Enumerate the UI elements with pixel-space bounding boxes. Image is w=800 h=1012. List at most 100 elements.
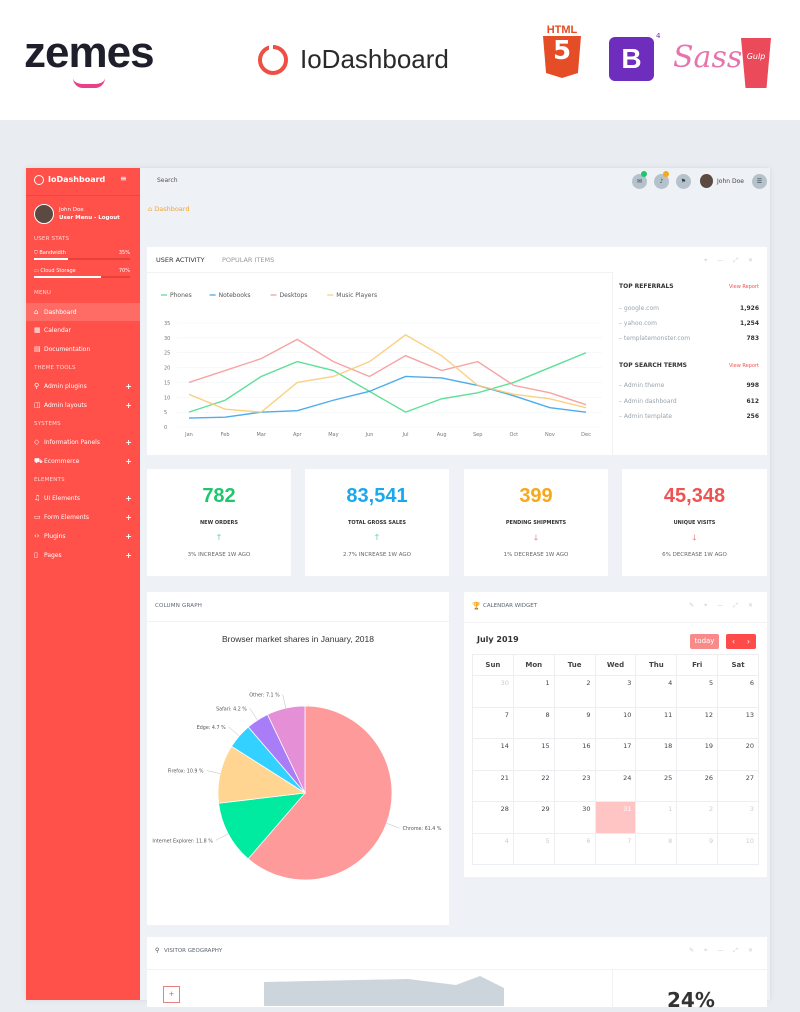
sidebar-item-admin-plugins[interactable]: ⚲ Admin plugins + xyxy=(34,381,132,391)
calendar-day[interactable]: 3 xyxy=(594,675,637,708)
calendar-day[interactable]: 5 xyxy=(676,675,719,708)
sidebar-item-documentation[interactable]: ▤ Documentation xyxy=(34,345,91,353)
calendar-day[interactable]: 6 xyxy=(553,832,596,865)
today-button[interactable]: today xyxy=(690,634,719,649)
bell-icon: ♫ xyxy=(34,494,41,502)
us-map[interactable] xyxy=(264,976,504,1006)
calendar-day[interactable]: 28 xyxy=(472,801,514,834)
expand-icon[interactable]: + xyxy=(125,512,132,522)
calendar-day[interactable]: 31 xyxy=(594,801,637,834)
expand-icon[interactable]: + xyxy=(125,550,132,560)
calendar-day[interactable]: 17 xyxy=(594,738,637,771)
calendar-day[interactable]: 21 xyxy=(472,769,514,802)
sidebar-item-dashboard[interactable]: ⌂ Dashboard xyxy=(26,303,140,321)
card-title: VISITOR GEOGRAPHY xyxy=(164,948,223,954)
sidebar-item-plugins[interactable]: ‹› Plugins + xyxy=(34,531,132,541)
calendar-day[interactable]: 29 xyxy=(512,801,555,834)
calendar-day[interactable]: 23 xyxy=(553,769,596,802)
avatar[interactable] xyxy=(34,204,54,224)
header-avatar[interactable] xyxy=(700,174,713,188)
calendar-day[interactable]: 4 xyxy=(472,832,514,865)
calendar-day[interactable]: 2 xyxy=(676,801,719,834)
section-heading: USER STATS xyxy=(34,236,70,242)
book-icon: ▤ xyxy=(34,345,41,353)
calendar-day[interactable]: 6 xyxy=(717,675,759,708)
calendar-day[interactable]: 15 xyxy=(512,738,555,771)
arrow-up-icon: 🡑 xyxy=(216,533,222,542)
calendar-day[interactable]: 20 xyxy=(717,738,759,771)
panel-controls[interactable]: ✎ ⌖ — ⤢ ✕ xyxy=(689,602,757,609)
prev-month-button[interactable]: ‹ xyxy=(726,634,741,649)
view-report-link[interactable]: View Report xyxy=(728,284,759,290)
sidebar-item-information-panels[interactable]: ◇ Information Panels + xyxy=(34,437,132,447)
calendar-day[interactable]: 22 xyxy=(512,769,555,802)
header-user-name[interactable]: John Doe xyxy=(717,178,744,185)
notifications-button[interactable]: ♪ xyxy=(654,174,669,189)
sidebar-item-ui-elements[interactable]: ♫ UI Elements + xyxy=(34,493,132,503)
sidebar-item-ecommerce[interactable]: ⛟ Ecommerce + xyxy=(34,456,132,466)
calendar-day[interactable]: 12 xyxy=(676,706,719,739)
calendar-day[interactable]: 24 xyxy=(594,769,637,802)
calendar-day[interactable]: 10 xyxy=(717,832,759,865)
calendar-day[interactable]: 8 xyxy=(512,706,555,739)
expand-icon[interactable]: + xyxy=(125,456,132,466)
calendar-day[interactable]: 10 xyxy=(594,706,637,739)
calendar-day[interactable]: 8 xyxy=(635,832,678,865)
map-zoom-in-button[interactable]: + xyxy=(163,986,180,1003)
calendar-day[interactable]: 4 xyxy=(635,675,678,708)
menu-toggle-button[interactable]: ☰ xyxy=(752,174,767,189)
sidebar-item-admin-layouts[interactable]: ◫ Admin layouts + xyxy=(34,400,132,410)
calendar-day[interactable]: 2 xyxy=(553,675,596,708)
sidebar-item-form-elements[interactable]: ▭ Form Elements + xyxy=(34,512,132,522)
calendar-day[interactable]: 11 xyxy=(635,706,678,739)
expand-icon[interactable]: + xyxy=(125,437,132,447)
calendar-day[interactable]: 9 xyxy=(676,832,719,865)
calendar-day[interactable]: 5 xyxy=(512,832,555,865)
stat-value: 83,541 xyxy=(346,485,408,507)
x-tick-label: Nov xyxy=(545,432,555,438)
view-report-link[interactable]: View Report xyxy=(728,363,759,369)
calendar-day[interactable]: 13 xyxy=(717,706,759,739)
messages-button[interactable]: ✉ xyxy=(632,174,647,189)
calendar-day[interactable]: 16 xyxy=(553,738,596,771)
expand-icon[interactable]: + xyxy=(125,493,132,503)
calendar-day[interactable]: 26 xyxy=(676,769,719,802)
calendar-week: 7 8 9 10 11 12 13 xyxy=(472,706,759,739)
calendar-day[interactable]: 25 xyxy=(635,769,678,802)
sidebar-item-pages[interactable]: ▯ Pages + xyxy=(34,550,132,560)
sidebar: IoDashboard ≡ John Doe User Menu - Logou… xyxy=(26,168,140,1000)
calendar-grid: Sun Mon Tue Wed Thu Fri Sat 30 1 2 3 4 5 6 7 8 9 10 11 12 13… xyxy=(472,654,759,865)
x-tick-label: Feb xyxy=(221,432,230,438)
expand-icon[interactable]: + xyxy=(125,400,132,410)
calendar-day[interactable]: 1 xyxy=(635,801,678,834)
panel-controls[interactable]: ⌖ — ⤢ ✕ xyxy=(704,257,757,264)
next-month-button[interactable]: › xyxy=(741,634,756,649)
calendar-day[interactable]: 9 xyxy=(553,706,596,739)
calendar-day[interactable]: 18 xyxy=(635,738,678,771)
sidebar-item-calendar[interactable]: ▦ Calendar xyxy=(34,326,71,334)
calendar-day[interactable]: 30 xyxy=(553,801,596,834)
breadcrumb[interactable]: ⌂ Dashboard xyxy=(148,205,190,213)
calendar-day[interactable]: 7 xyxy=(594,832,637,865)
calendar-day[interactable]: 7 xyxy=(472,706,514,739)
calendar-week: 4 5 6 7 8 9 10 xyxy=(472,832,759,865)
search-input[interactable]: Search xyxy=(157,177,178,184)
user-menu-link[interactable]: User Menu - Logout xyxy=(59,215,120,221)
calendar-day[interactable]: 19 xyxy=(676,738,719,771)
calendar-day[interactable]: 27 xyxy=(717,769,759,802)
tab-popular-items[interactable]: POPULAR ITEMS xyxy=(222,256,275,264)
tab-user-activity[interactable]: USER ACTIVITY xyxy=(156,256,205,264)
product-name: IoDashboard xyxy=(300,44,449,74)
calendar-day[interactable]: 30 xyxy=(472,675,514,708)
calendar-day[interactable]: 14 xyxy=(472,738,514,771)
cloud-storage-label: ▭ Cloud Storage xyxy=(34,268,76,274)
panel-controls[interactable]: ✎ ⌖ — ⤢ ✕ xyxy=(689,947,757,954)
calendar-day[interactable]: 3 xyxy=(717,801,759,834)
bandwidth-bar xyxy=(34,258,130,260)
expand-icon[interactable]: + xyxy=(125,531,132,541)
hamburger-icon[interactable]: ≡ xyxy=(120,174,127,183)
cart-icon: ⛟ xyxy=(34,456,43,465)
expand-icon[interactable]: + xyxy=(125,381,132,391)
calendar-day[interactable]: 1 xyxy=(512,675,555,708)
flag-button[interactable]: ⚑ xyxy=(676,174,691,189)
